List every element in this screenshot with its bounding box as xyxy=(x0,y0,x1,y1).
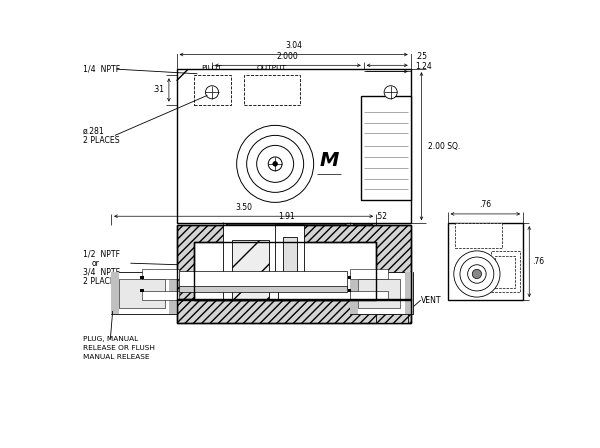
Bar xyxy=(376,299,409,323)
Text: .25: .25 xyxy=(415,52,427,61)
Text: 3.50: 3.50 xyxy=(235,203,252,212)
Bar xyxy=(347,276,352,280)
Bar xyxy=(111,271,119,314)
Bar xyxy=(496,255,515,288)
Text: 2.00 SQ.: 2.00 SQ. xyxy=(428,142,460,151)
Text: .31: .31 xyxy=(152,86,164,95)
Circle shape xyxy=(460,257,494,291)
Bar xyxy=(179,286,347,293)
Bar xyxy=(232,240,269,300)
Bar xyxy=(140,276,144,280)
Text: 1.24: 1.24 xyxy=(415,62,432,72)
Bar xyxy=(350,271,413,314)
Bar xyxy=(194,242,376,300)
Bar xyxy=(347,289,352,293)
Bar xyxy=(194,242,376,300)
Bar xyxy=(111,271,176,314)
Bar xyxy=(176,299,410,323)
Bar xyxy=(179,271,347,288)
Bar xyxy=(448,223,523,300)
Text: 1/2  NPTF: 1/2 NPTF xyxy=(83,250,119,258)
Text: 2 PLACES: 2 PLACES xyxy=(83,135,119,145)
Text: 1.91: 1.91 xyxy=(278,212,295,221)
Circle shape xyxy=(467,265,486,283)
Bar xyxy=(350,269,388,280)
Bar xyxy=(119,279,165,308)
Text: M: M xyxy=(319,151,339,169)
Circle shape xyxy=(384,86,397,99)
Bar xyxy=(275,224,304,280)
Text: PLUG, MANUAL: PLUG, MANUAL xyxy=(83,336,138,342)
Bar xyxy=(350,271,358,314)
Text: VENT: VENT xyxy=(421,296,442,305)
Circle shape xyxy=(273,162,277,166)
Text: 3/4  NPTF: 3/4 NPTF xyxy=(83,268,119,277)
Text: ø.281: ø.281 xyxy=(83,126,104,135)
Text: 3.04: 3.04 xyxy=(285,41,302,50)
Circle shape xyxy=(205,86,218,99)
Bar xyxy=(458,225,499,243)
Bar xyxy=(194,75,230,104)
Bar xyxy=(223,225,278,300)
Text: IN: IN xyxy=(289,132,296,138)
Text: PILOT: PILOT xyxy=(202,65,223,71)
Text: MANUAL RELEASE: MANUAL RELEASE xyxy=(83,354,149,360)
Text: RELEASE OR FLUSH: RELEASE OR FLUSH xyxy=(83,345,155,351)
Circle shape xyxy=(268,157,282,171)
Text: OUTPUT: OUTPUT xyxy=(257,65,287,71)
Bar xyxy=(350,291,388,300)
Bar xyxy=(405,271,413,314)
Bar xyxy=(142,291,179,300)
Bar xyxy=(169,271,176,314)
Circle shape xyxy=(257,146,293,182)
Bar xyxy=(244,75,300,104)
Bar xyxy=(176,225,410,300)
Bar xyxy=(140,289,144,293)
Text: 1/4  NPTF: 1/4 NPTF xyxy=(83,65,120,73)
Text: or: or xyxy=(91,258,99,268)
Bar xyxy=(142,269,179,280)
Bar xyxy=(455,223,502,248)
Text: .52: .52 xyxy=(376,212,388,221)
Text: .76: .76 xyxy=(479,200,491,209)
Bar xyxy=(176,225,410,300)
Text: INPUT: INPUT xyxy=(272,229,293,235)
Bar xyxy=(361,96,410,200)
Bar xyxy=(491,251,520,293)
Circle shape xyxy=(247,135,304,192)
Bar xyxy=(176,299,410,323)
Text: .76: .76 xyxy=(532,257,544,266)
Circle shape xyxy=(472,269,482,279)
Circle shape xyxy=(454,251,500,297)
Circle shape xyxy=(236,125,314,202)
Bar xyxy=(283,237,297,280)
Bar xyxy=(176,69,410,223)
Bar xyxy=(358,279,400,308)
Text: 2.000: 2.000 xyxy=(277,52,299,60)
Text: 2 PLACES: 2 PLACES xyxy=(83,277,119,286)
